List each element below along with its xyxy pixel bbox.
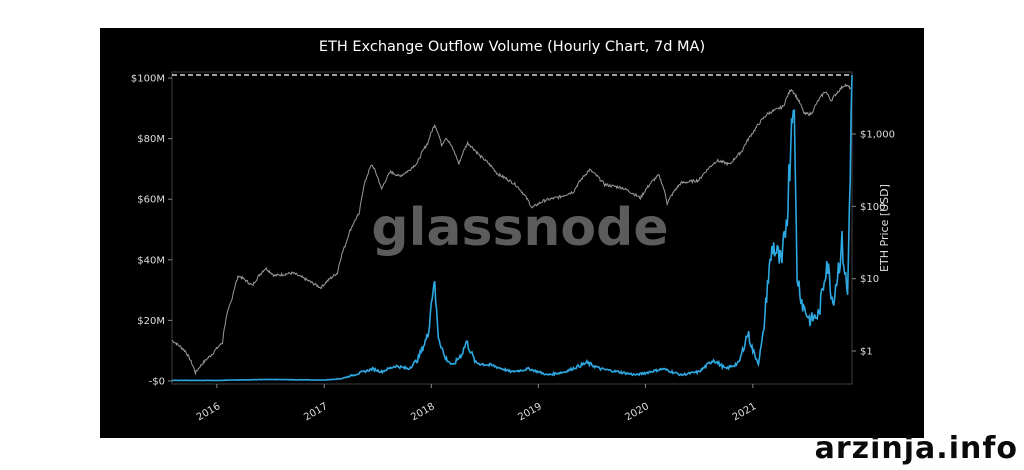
y-left-tick-label: $80M	[137, 134, 165, 145]
y-left-tick-label: $40M	[137, 255, 165, 266]
x-tick-label: 2020	[623, 401, 651, 423]
x-tick-label: 2018	[409, 401, 437, 423]
site-watermark: arzinja.info	[814, 431, 1018, 466]
chart-title: ETH Exchange Outflow Volume (Hourly Char…	[319, 39, 705, 55]
y-right-tick-label: $10	[860, 274, 879, 285]
y-left-tick-label: $20M	[137, 316, 165, 327]
x-tick-label: 2021	[731, 401, 759, 423]
y-axis-right: $1 $10 $100 $1,000	[852, 130, 895, 358]
y-right-tick-label: $1,000	[860, 130, 895, 141]
series-line-outflow-volume	[171, 74, 853, 382]
y-left-tick-label: $60M	[137, 195, 165, 206]
y-axis-left: -$0 $20M $40M $60M $80M $100M	[131, 74, 172, 387]
y-axis-right-label: ETH Price [USD]	[878, 184, 891, 272]
x-tick-label: 2017	[302, 401, 330, 423]
chart-watermark: glassnode	[371, 198, 668, 258]
y-left-tick-label: $100M	[131, 74, 165, 85]
x-tick-label: 2016	[195, 401, 223, 423]
x-tick-label: 2019	[516, 401, 544, 423]
chart-canvas: ETH Exchange Outflow Volume (Hourly Char…	[131, 39, 895, 423]
plot-area-border	[171, 71, 853, 385]
chart-frame: ETH Exchange Outflow Volume (Hourly Char…	[100, 28, 924, 438]
y-right-tick-label: $1	[860, 347, 873, 358]
x-axis: 2016 2017 2018 2019 2020 2021	[195, 384, 759, 423]
y-right-tick-label: $100	[860, 202, 885, 213]
series-line-eth-price	[171, 83, 853, 376]
y-left-tick-label: -$0	[149, 376, 165, 387]
